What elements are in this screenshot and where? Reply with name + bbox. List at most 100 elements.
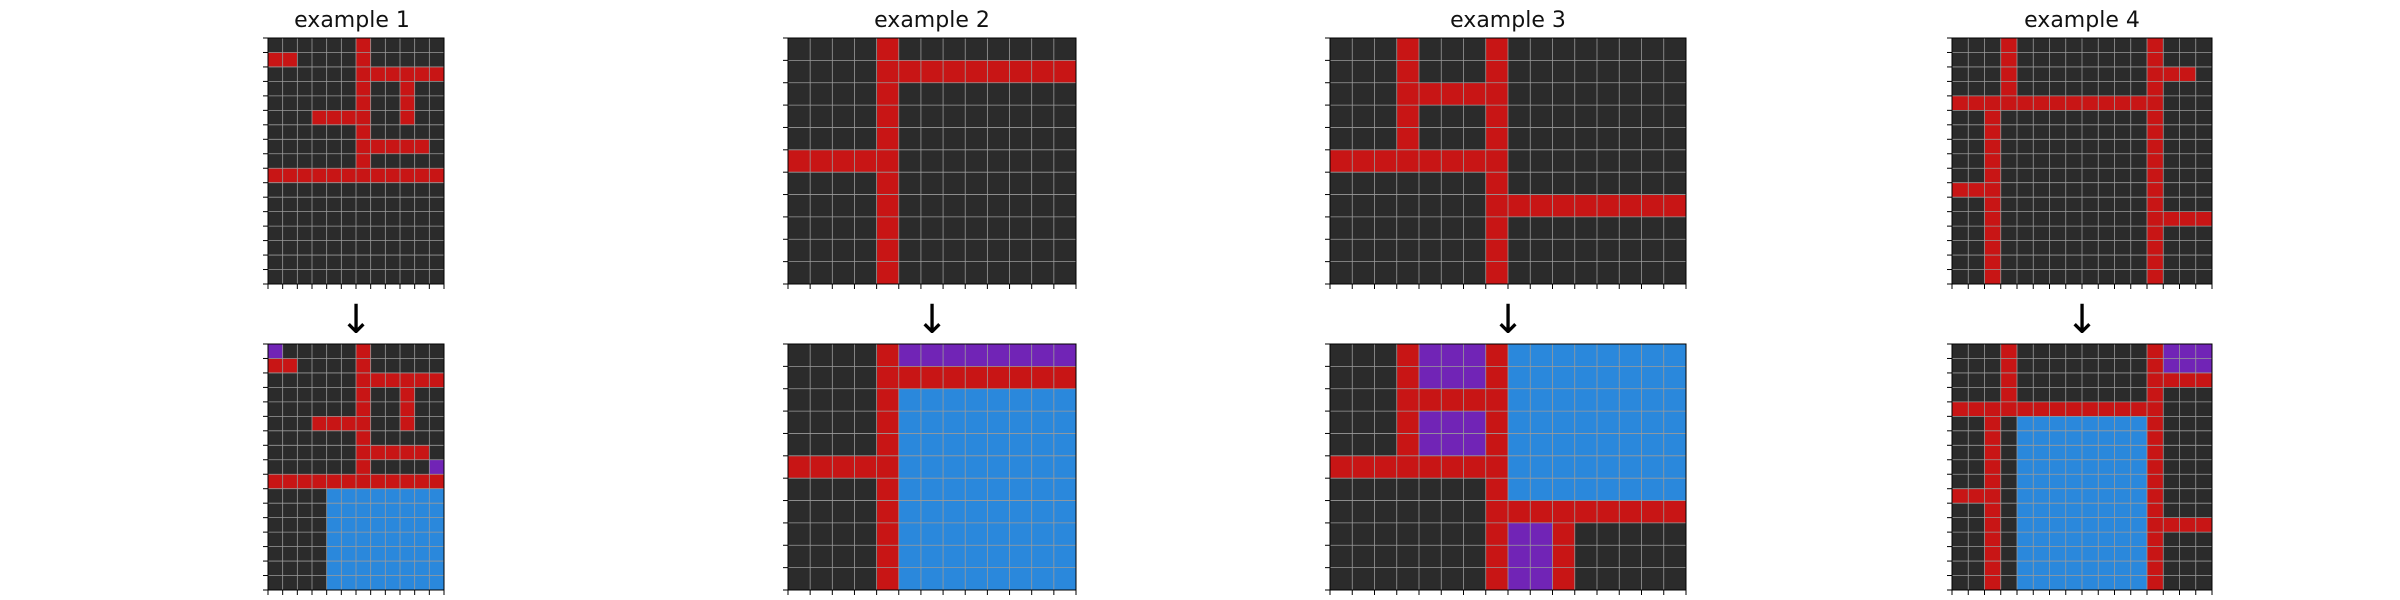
grid-cell — [1952, 211, 1969, 227]
grid-cell — [920, 127, 944, 151]
grid-cell — [2082, 430, 2099, 446]
grid-cell — [1530, 500, 1553, 524]
grid-cell — [385, 269, 401, 285]
grid-cell — [1641, 411, 1665, 434]
grid-cell — [2195, 110, 2213, 126]
grid-cell — [326, 226, 342, 241]
grid-cell — [2000, 197, 2018, 212]
grid-cell — [1574, 149, 1598, 173]
grid-cell — [297, 226, 313, 241]
grid-cell — [1597, 127, 1620, 151]
grid-cell — [898, 127, 922, 151]
grid-cell — [2163, 488, 2180, 504]
grid-cell — [1352, 38, 1375, 61]
grid-cell — [1984, 387, 2002, 403]
grid-cell — [297, 95, 313, 111]
grid-cell — [1374, 388, 1398, 412]
grid-cell — [987, 545, 1010, 568]
grid-cell — [385, 575, 401, 591]
grid-cell — [2033, 532, 2050, 547]
grid-cell — [312, 197, 327, 212]
grid-cell — [1508, 433, 1531, 457]
grid-cell — [2065, 38, 2083, 53]
grid-cell — [1984, 372, 2002, 388]
grid-cell — [2179, 387, 2197, 403]
grid-cell — [2130, 182, 2148, 198]
grid-cell — [987, 567, 1010, 591]
grid-cell — [1984, 52, 2002, 68]
grid-cell — [1463, 344, 1487, 367]
grid-cell — [2000, 445, 2018, 461]
grid-cell — [1441, 261, 1464, 285]
grid-cell — [1552, 500, 1576, 524]
grid-cell — [1441, 500, 1464, 524]
grid-cell — [1463, 411, 1487, 434]
grid-cell — [1984, 401, 2002, 417]
grid-cell — [2082, 124, 2099, 140]
grid-cell — [1419, 433, 1442, 457]
grid-cell — [2163, 459, 2180, 475]
grid-cell — [2098, 38, 2115, 53]
grid-cell — [1485, 500, 1509, 524]
grid-cell — [1952, 52, 1969, 68]
grid-cell — [1952, 561, 1969, 576]
grid-cell — [1396, 388, 1420, 412]
grid-cell — [854, 38, 877, 61]
grid-cell — [2082, 474, 2099, 490]
grid-cell — [1968, 430, 1985, 446]
grid-cell — [987, 82, 1010, 106]
grid-cell — [400, 561, 415, 576]
grid-cell — [788, 149, 811, 173]
grid-cell — [788, 216, 811, 240]
grid-cell — [2000, 52, 2018, 68]
example-4-output-grid — [1947, 343, 2213, 595]
grid-cell — [898, 500, 922, 524]
grid-cell — [1952, 401, 1969, 417]
grid-cell — [2033, 372, 2050, 388]
grid-cell — [1352, 194, 1375, 218]
grid-cell — [1597, 105, 1620, 128]
grid-cell — [385, 387, 401, 403]
grid-cell — [2065, 197, 2083, 212]
grid-cell — [2000, 153, 2018, 169]
grid-cell — [1530, 239, 1553, 262]
grid-cell — [2049, 240, 2067, 256]
grid-cell — [1663, 82, 1687, 106]
grid-cell — [2098, 474, 2115, 490]
grid-cell — [2114, 38, 2132, 53]
grid-cell — [987, 455, 1010, 479]
grid-cell — [341, 226, 357, 241]
grid-cell — [2082, 546, 2099, 562]
grid-cell — [2065, 358, 2083, 374]
grid-cell — [2163, 38, 2180, 53]
grid-cell — [429, 532, 445, 547]
grid-cell — [1552, 433, 1576, 457]
grid-cell — [341, 168, 357, 184]
grid-cell — [2195, 358, 2213, 374]
grid-cell — [370, 110, 386, 126]
grid-cell — [297, 269, 313, 285]
grid-cell — [1663, 216, 1687, 240]
grid-cell — [2098, 546, 2115, 562]
grid-cell — [2082, 211, 2099, 227]
grid-cell — [965, 455, 988, 479]
grid-cell — [898, 216, 922, 240]
grid-cell — [1463, 388, 1487, 412]
grid-border — [787, 37, 1077, 285]
grid-cell — [2017, 372, 2034, 388]
grid-cell — [1574, 366, 1598, 390]
grid-cell — [1597, 239, 1620, 262]
grid-cell — [1508, 522, 1531, 546]
grid-cell — [2082, 197, 2099, 212]
grid-cell — [2147, 532, 2164, 547]
grid-cell — [2179, 503, 2197, 518]
grid-cell — [282, 416, 298, 432]
grid-cell — [2065, 255, 2083, 270]
grid-cell — [1968, 95, 1985, 111]
grid-cell — [810, 478, 833, 501]
grid-cell — [1485, 522, 1509, 546]
grid-cell — [429, 182, 445, 198]
grid-cell — [370, 197, 386, 212]
grid-cell — [876, 82, 900, 106]
grid-cell — [832, 216, 855, 240]
